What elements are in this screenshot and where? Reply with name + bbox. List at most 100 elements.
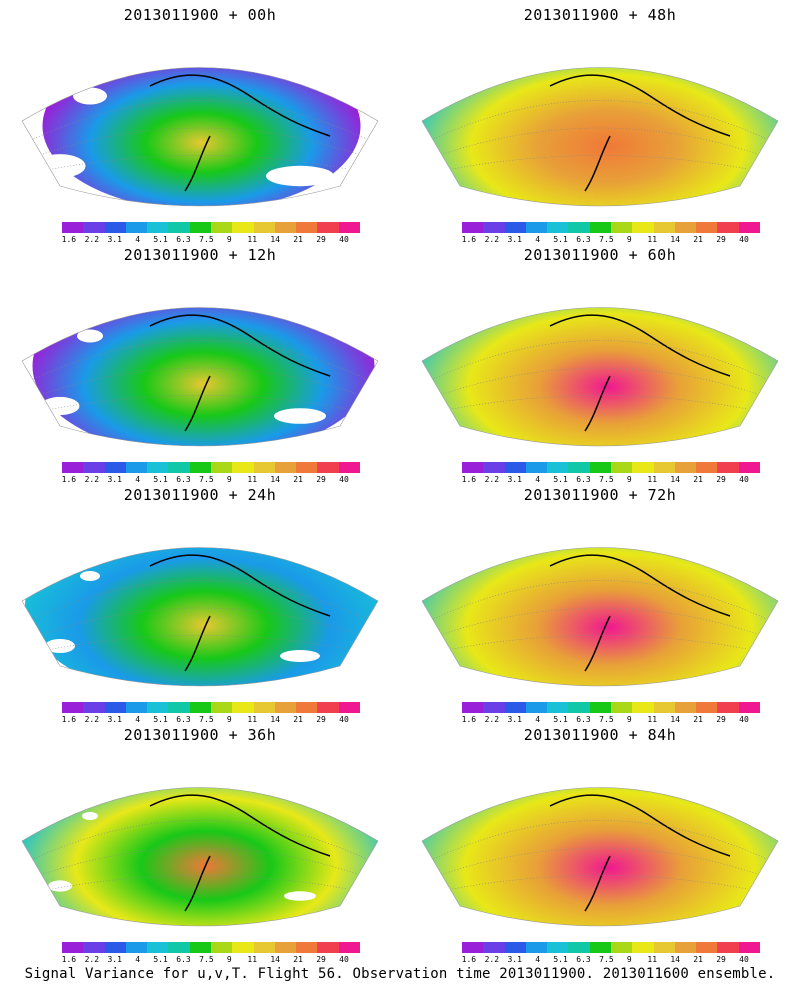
colorbar-tick-label: 9 [226,235,232,244]
colorbar-swatch [483,222,505,233]
colorbar-tick-label: 3.1 [507,475,522,484]
colorbar-tick-label: 4 [535,475,541,484]
forecast-panel: 2013011900 + 48h 1.6 2.2 3.1 4 5.1 6.3 7.5 9 11 14… [400,0,800,244]
colorbar-swatch [232,462,254,473]
colorbar-tick-label: 40 [739,235,749,244]
colorbar-swatch [674,702,697,713]
colorbar-swatch [653,942,675,953]
colorbar [62,702,360,713]
colorbar [462,942,760,953]
colorbar-swatch [632,462,654,473]
colorbar-tick-label: 14 [670,475,680,484]
colorbar-swatch [568,702,590,713]
colorbar-tick-label: 14 [670,955,680,964]
colorbar-ticks: 1.6 2.2 3.1 4 5.1 6.3 7.5 9 11 14 21 29 40 [52,955,370,965]
colorbar-tick-label: 9 [226,955,232,964]
colorbar-swatch [168,942,190,953]
colorbar-tick-label: 2.2 [484,955,500,964]
colorbar-tick-label: 9 [626,715,632,724]
colorbar-swatch [674,222,697,233]
colorbar-tick-label: 9 [626,475,632,484]
colorbar-tick-label: 1.6 [461,235,477,244]
colorbar-tick-label: 29 [316,235,326,244]
colorbar-swatch [610,222,633,233]
colorbar-swatch [125,462,148,473]
colorbar-swatch [210,942,233,953]
colorbar-tick-label: 1.6 [61,715,77,724]
colorbar-swatch [504,462,526,473]
colorbar-tick-label: 1.6 [461,715,477,724]
colorbar-swatch [83,222,105,233]
colorbar-swatch [210,462,233,473]
colorbar-swatch [504,702,526,713]
colorbar-tick-label: 7.5 [199,715,214,724]
colorbar-swatch [317,702,339,713]
colorbar-swatch [274,702,297,713]
colorbar-swatch [83,702,105,713]
colorbar-swatch [589,462,611,473]
colorbar-tick-label: 2.2 [484,235,500,244]
colorbar-tick-label: 3.1 [507,955,522,964]
colorbar [62,462,360,473]
colorbar-swatch [589,702,611,713]
colorbar-tick-label: 21 [293,235,303,244]
colorbar-tick-label: 11 [247,955,258,964]
colorbar-tick-label: 29 [716,235,726,244]
colorbar-tick-label: 6.3 [576,475,591,484]
colorbar-swatch [147,462,169,473]
colorbar-tick-label: 1.6 [61,235,77,244]
colorbar-swatch [717,942,739,953]
colorbar-swatch [504,942,526,953]
colorbar [62,222,360,233]
colorbar-tick-label: 29 [716,475,726,484]
colorbar-tick-label: 40 [339,955,349,964]
colorbar-tick-label: 5.1 [153,235,168,244]
colorbar-tick-label: 5.1 [553,235,568,244]
colorbar-tick-label: 4 [135,955,141,964]
colorbar-tick-label: 11 [647,715,658,724]
colorbar-swatch [296,222,318,233]
colorbar-swatch [525,942,548,953]
colorbar-tick-label: 14 [270,475,280,484]
colorbar-swatch [83,942,105,953]
colorbar-swatch [674,942,697,953]
forecast-panel: 2013011900 + 84h 1.6 2.2 3.1 4 5.1 6.3 7.5 9 11 14… [400,720,800,964]
colorbar-swatch [274,462,297,473]
colorbar-tick-label: 5.1 [553,475,568,484]
colorbar-swatch [232,942,254,953]
colorbar-tick-label: 14 [270,235,280,244]
colorbar-swatch [547,702,569,713]
colorbar-swatch [338,942,360,953]
colorbar-tick-label: 40 [739,715,749,724]
colorbar-tick-label: 2.2 [84,475,100,484]
colorbar-tick-label: 3.1 [107,955,122,964]
colorbar-swatch [253,222,275,233]
colorbar-swatch [674,462,697,473]
colorbar-swatch [210,702,233,713]
colorbar-swatch [104,222,126,233]
colorbar-tick-label: 4 [135,235,141,244]
panel-title: 2013011900 + 48h [523,6,677,24]
colorbar-swatch [189,942,211,953]
forecast-panel: 2013011900 + 00h 1.6 2.2 3.1 4 5.1 6.3 7.5 9 11 14… [0,0,400,244]
colorbar [462,462,760,473]
variance-map [421,547,779,687]
colorbar-tick-label: 7.5 [199,475,214,484]
colorbar-tick-label: 3.1 [507,715,522,724]
forecast-panel: 2013011900 + 72h 1.6 2.2 3.1 4 5.1 6.3 7.5 9 11 14… [400,480,800,724]
colorbar-swatch [717,462,739,473]
colorbar-tick-label: 3.1 [107,235,122,244]
colorbar-swatch [274,222,297,233]
colorbar-tick-label: 40 [739,475,749,484]
colorbar-swatch [547,462,569,473]
colorbar-swatch [547,942,569,953]
colorbar-swatch [189,462,211,473]
colorbar-tick-label: 6.3 [576,955,591,964]
colorbar-swatch [462,222,484,233]
colorbar-tick-label: 6.3 [576,715,591,724]
colorbar-swatch [147,702,169,713]
colorbar-swatch [462,942,484,953]
colorbar-tick-label: 6.3 [576,235,591,244]
variance-map [21,67,379,207]
colorbar-tick-label: 29 [316,955,326,964]
